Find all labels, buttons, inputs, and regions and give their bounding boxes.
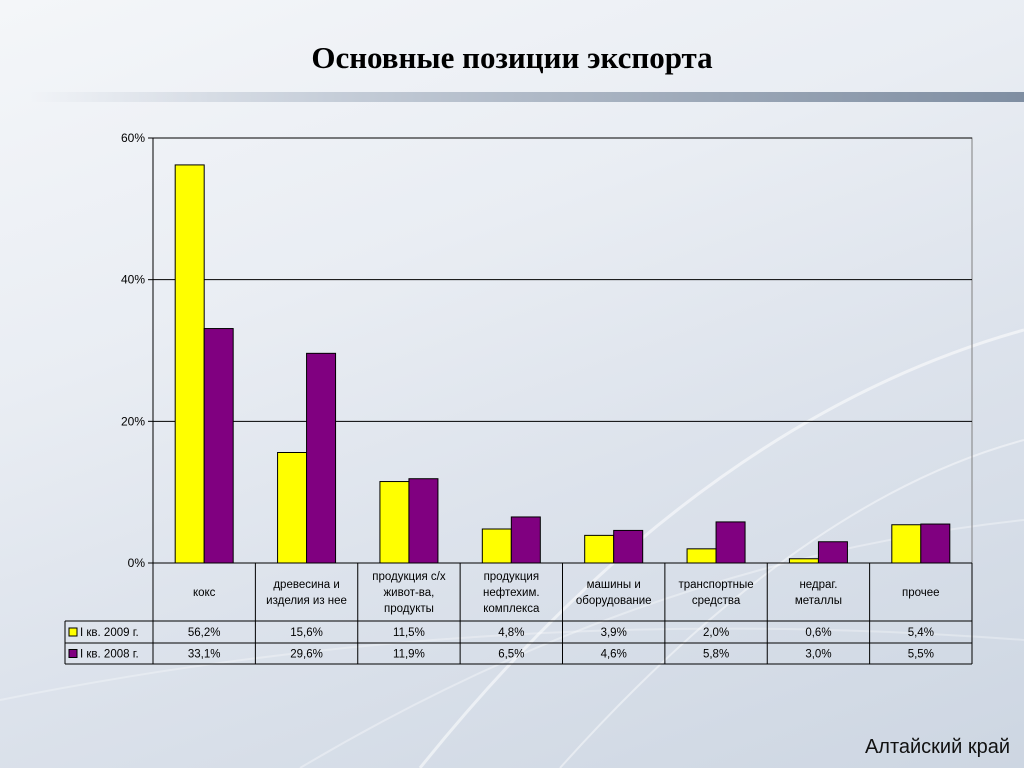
data-label-series2-6: 3,0%	[805, 649, 831, 661]
y-tick-label: 40%	[121, 273, 145, 287]
data-label-series2-7: 5,5%	[908, 649, 934, 661]
category-label-3: продукция	[484, 571, 540, 583]
bar-series1-7	[891, 524, 922, 564]
grid-lines	[152, 137, 973, 564]
category-label-6: недраг.	[799, 579, 837, 591]
data-label-series1-5: 2,0%	[703, 627, 729, 639]
category-label-2: продукты	[384, 603, 434, 615]
title-divider	[30, 92, 1024, 102]
category-label-2: живот-ва,	[383, 587, 434, 599]
data-label-series1-4: 3,9%	[601, 627, 627, 639]
data-label-series2-0: 33,1%	[188, 649, 221, 661]
y-tick-label: 20%	[121, 414, 145, 428]
legend-label-series2: I кв. 2008 г.	[80, 649, 139, 661]
category-label-2: продукция с/х	[372, 571, 446, 583]
category-label-1: изделия из нее	[266, 595, 347, 607]
bar-series2-7	[920, 523, 951, 564]
y-tick-label: 0%	[128, 556, 146, 570]
plot-area-frame	[152, 137, 973, 564]
footer-region-label: Алтайский край	[864, 736, 1010, 758]
category-label-5: транспортные	[678, 579, 753, 591]
data-label-series2-3: 6,5%	[498, 649, 524, 661]
category-label-4: оборудование	[576, 595, 652, 607]
bar-series2-5	[715, 521, 746, 564]
data-label-series1-7: 5,4%	[908, 627, 934, 639]
bar-series1-3	[481, 528, 512, 564]
category-label-4: машины и	[587, 579, 641, 591]
category-label-6: металлы	[795, 595, 842, 607]
category-label-3: нефтехим.	[483, 587, 540, 599]
category-label-3: комплекса	[483, 603, 540, 615]
legend-label-series1: I кв. 2009 г.	[80, 627, 139, 639]
category-label-0: кокс	[193, 587, 216, 599]
data-label-series1-6: 0,6%	[805, 627, 831, 639]
data-label-series2-5: 5,8%	[703, 649, 729, 661]
bar-series1-6	[788, 558, 819, 564]
bar-series2-6	[817, 541, 848, 564]
slide-title: Основные позиции экспорта	[311, 40, 713, 75]
bar-series1-1	[277, 452, 308, 564]
data-label-series1-1: 15,6%	[290, 627, 323, 639]
data-label-series1-2: 11,5%	[393, 627, 425, 639]
bar-series2-2	[408, 478, 439, 564]
bar-series2-0	[203, 328, 234, 564]
bar-series1-2	[379, 481, 410, 564]
data-label-series1-3: 4,8%	[498, 627, 524, 639]
bars	[174, 164, 951, 564]
legend-key-series1	[68, 627, 78, 637]
legend-key-series2	[68, 649, 78, 658]
bar-series1-0	[174, 164, 205, 564]
axes: 0% 20% 40% 60%	[121, 131, 154, 570]
bar-series2-1	[306, 352, 337, 564]
data-label-series2-2: 11,9%	[393, 649, 425, 661]
bar-series1-5	[686, 548, 717, 564]
bar-series1-4	[584, 534, 615, 564]
bar-series2-3	[510, 516, 541, 564]
data-label-series2-4: 4,6%	[601, 649, 627, 661]
y-tick-label: 60%	[121, 131, 145, 145]
data-label-series1-0: 56,2%	[188, 627, 221, 639]
category-label-1: древесина и	[273, 579, 339, 591]
bar-series2-4	[613, 529, 644, 564]
category-label-5: средства	[692, 595, 741, 607]
data-label-series2-1: 29,6%	[290, 649, 323, 661]
category-label-7: прочее	[902, 587, 940, 599]
data-table: кокс древесина и изделия из нее продукция с…	[64, 562, 973, 665]
